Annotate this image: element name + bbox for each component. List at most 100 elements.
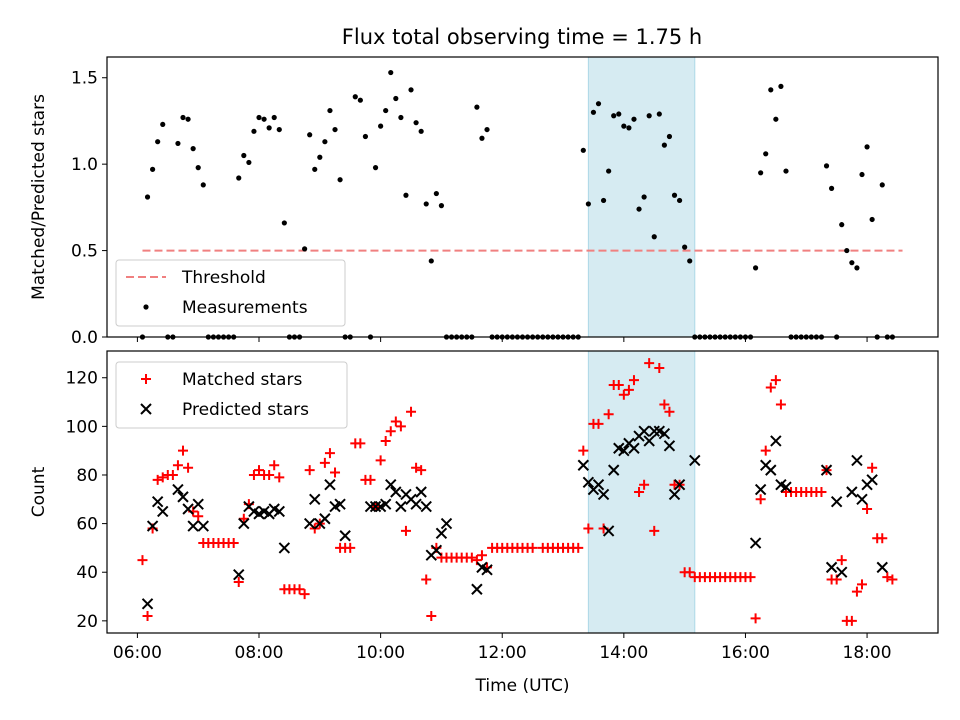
matched-star-marker [765, 382, 776, 393]
measurement-point [600, 197, 607, 204]
matched-star-marker [390, 416, 401, 427]
matched-star-marker [639, 479, 650, 490]
legend-label: Predicted stars [182, 400, 309, 420]
measurement-point [676, 197, 683, 204]
matched-star-marker [228, 538, 239, 549]
predicted-star-marker [197, 520, 209, 532]
measurement-point [185, 116, 191, 122]
measurement-point [479, 135, 485, 141]
matched-star-marker [578, 445, 589, 456]
predicted-star-marker [390, 486, 402, 498]
predicted-star-marker [830, 496, 843, 508]
measurement-point [195, 165, 201, 171]
matched-star-marker [411, 462, 422, 473]
matched-star-marker [882, 572, 893, 583]
measurement-point [580, 147, 586, 153]
predicted-star-marker [876, 561, 888, 574]
measurement-point [408, 87, 414, 93]
predicted-star-marker [440, 517, 453, 530]
predicted-star-marker [435, 527, 448, 540]
measurement-point [190, 146, 196, 152]
matched-star-marker [304, 465, 315, 476]
predicted-star-marker [157, 505, 169, 518]
matched-star-marker [628, 375, 639, 386]
matched-star-marker [659, 399, 670, 410]
legend-label: Measurements [182, 298, 308, 318]
measurement-point [666, 133, 673, 140]
legend-box [115, 361, 348, 429]
matched-star-marker [856, 579, 867, 590]
x-tick-label: 10:00 [356, 643, 405, 663]
predicted-star-marker [820, 464, 833, 476]
predicted-star-marker [324, 478, 336, 491]
predicted-star-marker [689, 454, 701, 467]
measurement-point [388, 69, 394, 76]
measurement-point [281, 220, 287, 226]
matched-star-marker [649, 525, 660, 536]
measurement-point [763, 151, 769, 157]
matched-star-marker [755, 494, 766, 505]
predicted-star-marker [846, 486, 858, 498]
y-tick-label: 1.0 [71, 155, 98, 175]
predicted-star-marker [177, 491, 189, 503]
measurement-point [758, 170, 764, 176]
predicted-star-marker [182, 503, 194, 515]
predicted-star-marker [770, 435, 782, 447]
matched-star-marker [877, 533, 888, 544]
measurement-point [302, 246, 308, 252]
measurement-point [357, 97, 363, 103]
legend: Matched stars Predicted stars [115, 361, 348, 429]
predicted-star-marker [379, 498, 392, 510]
matched-star-marker [183, 462, 194, 473]
matched-star-marker [269, 460, 280, 471]
matched-star-marker [193, 511, 204, 522]
legend-label: Matched stars [182, 370, 302, 390]
predicted-star-marker [754, 483, 767, 496]
measurement-point [854, 265, 860, 271]
figure-title: Flux total observing time = 1.75 h [342, 25, 702, 49]
axes-frame [106, 350, 939, 634]
measurement-point [312, 166, 318, 172]
measurement-point [241, 152, 247, 159]
predicted-star-marker [415, 486, 427, 498]
predicted-star-marker [141, 598, 154, 610]
measurement-point [423, 201, 429, 207]
predicted-star-marker [385, 478, 397, 491]
predicted-star-marker [303, 517, 316, 530]
measurement-point [773, 116, 779, 122]
measurement-point [413, 120, 419, 126]
legend: Threshold Measurements [115, 259, 346, 327]
x-tick-label: 12:00 [478, 643, 527, 663]
measurement-point [636, 206, 642, 212]
matched-star-marker [178, 445, 189, 456]
measurement-point [378, 123, 384, 129]
predicted-star-marker [334, 498, 346, 510]
measurement-point [864, 144, 870, 150]
matched-star-marker [324, 448, 335, 459]
matched-star-marker [142, 610, 153, 621]
matched-star-marker [233, 576, 244, 587]
matched-star-marker [603, 409, 614, 420]
predicted-star-marker [618, 444, 630, 457]
measurement-point [585, 201, 591, 207]
matched-star-marker [583, 523, 594, 534]
measurement-point [869, 216, 875, 223]
matched-star-marker [264, 469, 275, 480]
measurement-point [180, 114, 186, 121]
matched-star-marker [355, 438, 366, 449]
bottom-panel: 20 40 60 80 100 120 06:00 08:00 10:00 12:00 14:00 1… [29, 350, 939, 696]
measurement-point [484, 126, 490, 133]
predicted-star-marker [597, 488, 610, 501]
measurement-point [337, 177, 343, 183]
measurement-point [611, 113, 617, 119]
measurement-point [859, 171, 865, 178]
measurement-point [641, 194, 647, 200]
matched-star-marker [299, 589, 310, 600]
matched-star-marker [613, 380, 624, 391]
legend-box [115, 259, 346, 327]
measurement-point [246, 159, 252, 166]
matched-star-marker [416, 465, 427, 476]
matched-star-marker [770, 375, 781, 386]
top-panel: 0.0 0.5 1.0 1.5 Matched/Predicted stars Thres… [29, 56, 939, 348]
legend-measurement-swatch [143, 304, 149, 310]
